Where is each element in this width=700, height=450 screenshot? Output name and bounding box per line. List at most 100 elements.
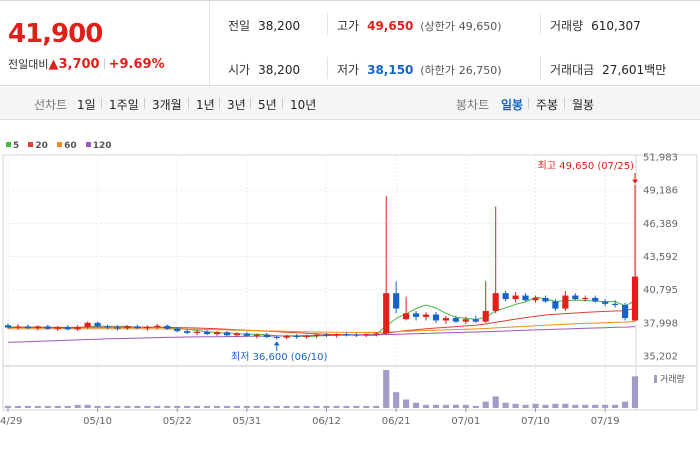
tab-weekly[interactable]: 주봉 bbox=[536, 98, 559, 112]
chart-toolbar: 선차트 1일 1주일 3개월 1년 3년 5년 10년 봉차트 일봉 주봉 월봉 bbox=[0, 87, 700, 120]
volume-bar bbox=[54, 405, 61, 408]
x-tick-label: 07/19 bbox=[591, 416, 620, 427]
volume-bar bbox=[84, 404, 91, 408]
volume-bar bbox=[154, 405, 161, 408]
x-tick-label: 04/29 bbox=[0, 416, 22, 427]
period-1w[interactable]: 1주일 bbox=[109, 98, 139, 112]
volume-legend: 거래량 bbox=[660, 373, 685, 385]
quote-header: 41,900 전일대비▲3,700 +9.69% 전일 38,200 시가 38,20… bbox=[0, 0, 700, 87]
candle-body bbox=[462, 319, 469, 322]
candle-body bbox=[194, 331, 201, 333]
chart-grid bbox=[2, 154, 698, 411]
volume-bar bbox=[353, 405, 360, 408]
volume-bar bbox=[492, 396, 499, 408]
low-price: 저가 38,150 (하한가 26,750) bbox=[337, 63, 502, 77]
divider bbox=[327, 13, 328, 35]
volume-bars bbox=[4, 370, 639, 408]
volume-bar bbox=[532, 403, 539, 408]
candle-body bbox=[532, 297, 539, 301]
chart-annotations: 최고 49,650 (07/25) 최저 36,600 (06/10) 거래량 bbox=[231, 160, 685, 385]
divider bbox=[103, 58, 105, 69]
period-5y[interactable]: 5년 bbox=[258, 98, 277, 112]
candle-body bbox=[631, 276, 639, 321]
up-arrow-icon: ▲ bbox=[48, 57, 59, 72]
tab-monthly[interactable]: 월봉 bbox=[572, 98, 595, 112]
volume-bar bbox=[323, 405, 330, 408]
legend-swatch bbox=[85, 142, 91, 147]
volume-bar bbox=[4, 405, 12, 408]
candle-body bbox=[393, 293, 400, 309]
candle-body bbox=[104, 326, 111, 328]
candle-body bbox=[233, 333, 240, 336]
divider bbox=[564, 98, 565, 109]
candle-body bbox=[522, 295, 529, 301]
ma5-line bbox=[8, 296, 636, 338]
candle-body bbox=[44, 326, 51, 329]
volume-bar bbox=[263, 405, 270, 408]
divider bbox=[250, 98, 251, 109]
price-summary: 41,900 전일대비▲3,700 +9.69% bbox=[0, 1, 210, 87]
volume-bar bbox=[522, 404, 529, 408]
divider bbox=[219, 98, 220, 109]
volume-bar bbox=[383, 370, 390, 408]
divider bbox=[540, 57, 541, 79]
legend-swatch bbox=[28, 142, 34, 147]
volume-bar bbox=[502, 402, 509, 408]
candle-body bbox=[363, 334, 370, 336]
volume-bar bbox=[144, 405, 151, 408]
candle-body bbox=[174, 328, 181, 332]
candle-body bbox=[383, 293, 390, 334]
volume: 거래량 610,307 bbox=[550, 19, 641, 33]
candle-body bbox=[403, 313, 410, 320]
candle-body bbox=[422, 314, 430, 317]
chart-axes: 51,983 49,186 46,389 43,592 40,795 37,998 35,2… bbox=[0, 153, 678, 428]
candle-body bbox=[4, 325, 12, 328]
candle-body bbox=[94, 322, 101, 327]
divider bbox=[528, 98, 529, 109]
candle-body bbox=[602, 301, 609, 304]
period-3y[interactable]: 3년 bbox=[227, 98, 246, 112]
period-10y[interactable]: 10년 bbox=[290, 98, 317, 112]
candle-body bbox=[492, 293, 499, 311]
y-tick-label: 37,998 bbox=[643, 318, 678, 329]
volume-bar bbox=[194, 405, 201, 408]
tab-daily[interactable]: 일봉 bbox=[501, 98, 524, 112]
legend-swatch bbox=[6, 142, 11, 147]
low-annotation: 최저 36,600 (06/10) bbox=[231, 351, 327, 363]
volume-bar bbox=[223, 405, 231, 408]
candle-body bbox=[323, 334, 330, 336]
divider bbox=[327, 57, 328, 79]
x-tick-label: 06/12 bbox=[312, 416, 341, 427]
ma-legend: 5 20 60 120 bbox=[6, 141, 118, 151]
ma60-line bbox=[8, 320, 636, 333]
high-arrow-icon bbox=[632, 179, 639, 184]
candle-body bbox=[353, 334, 360, 336]
candle-body bbox=[432, 314, 440, 321]
legend-ma5: 5 bbox=[6, 141, 19, 151]
volume-bar bbox=[74, 404, 81, 408]
candle-body bbox=[621, 305, 629, 319]
ma20-line bbox=[7, 307, 636, 336]
candle-body bbox=[114, 327, 121, 329]
volume-bar bbox=[602, 404, 609, 408]
period-1y[interactable]: 1년 bbox=[196, 98, 215, 112]
candle-chart-label: 봉차트 bbox=[456, 98, 490, 112]
divider bbox=[282, 98, 283, 109]
volume-bar bbox=[114, 405, 121, 408]
volume-bar bbox=[243, 405, 250, 408]
volume-bar bbox=[184, 405, 191, 408]
candle-body bbox=[124, 326, 131, 329]
volume-bar bbox=[612, 404, 619, 408]
x-tick-label: 07/01 bbox=[451, 416, 480, 427]
y-tick-label: 35,202 bbox=[643, 352, 678, 363]
period-1d[interactable]: 1일 bbox=[77, 98, 96, 112]
volume-bar bbox=[273, 405, 280, 408]
candle-body bbox=[84, 322, 91, 327]
candles bbox=[4, 184, 639, 340]
candle-body bbox=[452, 318, 459, 322]
volume-bar bbox=[104, 405, 111, 408]
high-price: 고가 49,650 (상한가 49,650) bbox=[337, 19, 502, 33]
x-tick-label: 06/21 bbox=[382, 416, 411, 427]
period-3m[interactable]: 3개월 bbox=[152, 98, 182, 112]
y-tick-label: 40,795 bbox=[643, 285, 678, 296]
